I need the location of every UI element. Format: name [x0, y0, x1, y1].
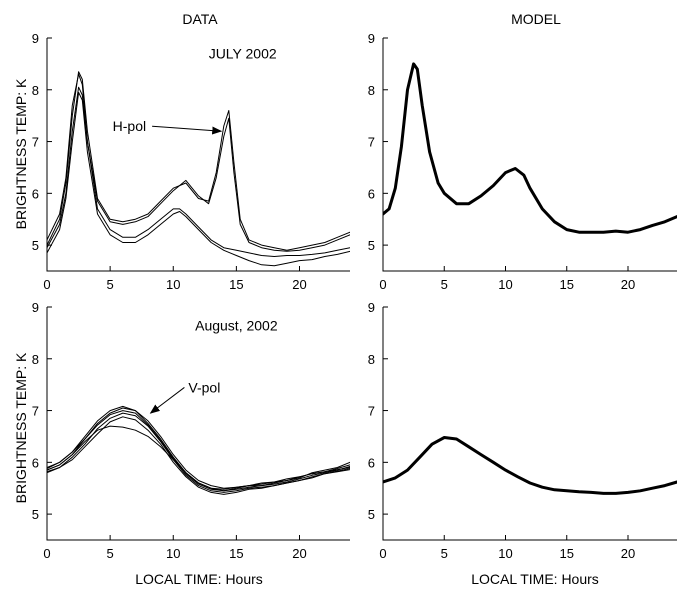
x-tick-label: 5 [441, 277, 448, 292]
series-line-2 [47, 73, 350, 252]
xlabel-right: LOCAL TIME: Hours [471, 571, 599, 587]
y-tick-label: 9 [32, 31, 39, 46]
y-tick-label: 8 [32, 83, 39, 98]
series-line-1 [47, 407, 350, 489]
y-tick-label: 7 [368, 135, 375, 150]
x-tick-label: 0 [43, 277, 50, 292]
x-tick-label: 5 [107, 277, 114, 292]
y-tick-label: 7 [32, 135, 39, 150]
panel-data-august: 0 5 10 15 20 5 6 7 8 9 August, 2002 V-pol [32, 300, 350, 561]
y-tick-label: 9 [32, 300, 39, 315]
y-tick-label: 5 [32, 238, 39, 253]
y-tick-label: 7 [368, 404, 375, 419]
series-line-1 [47, 71, 350, 251]
series-line-1 [383, 436, 677, 495]
panel-model-bottom: 0 5 10 15 20 5 6 7 8 9 [368, 300, 677, 561]
annotation-label: August, 2002 [195, 317, 278, 333]
y-tick-label: 6 [368, 186, 375, 201]
axis-frame [46, 307, 350, 541]
series-line-4 [47, 91, 350, 267]
y-tick-label: 5 [368, 238, 375, 253]
series-line-4 [47, 425, 350, 490]
x-tick-label: 15 [560, 546, 574, 561]
x-tick-label: 20 [292, 546, 306, 561]
annotation-arrow [149, 387, 185, 414]
axis-frame [382, 38, 677, 272]
x-tick-label: 5 [441, 546, 448, 561]
axis-frame [46, 38, 350, 272]
annotation-label: H-pol [113, 118, 146, 134]
y-tick-label: 8 [368, 83, 375, 98]
axis-frame [382, 307, 677, 541]
y-tick-label: 9 [368, 300, 375, 315]
ylabel-bottom: BRIGHTNESS TEMP: K [13, 352, 29, 503]
annotation-label: V-pol [188, 379, 220, 395]
x-tick-label: 10 [498, 277, 512, 292]
x-tick-label: 10 [498, 546, 512, 561]
series-line-3 [47, 86, 350, 257]
annotation-label: JULY 2002 [209, 46, 277, 62]
x-tick-label: 10 [166, 277, 180, 292]
xlabel-left: LOCAL TIME: Hours [135, 571, 263, 587]
panel-data-july: 0 5 10 15 20 5 6 7 8 9 JULY 2002 H-pol [32, 31, 350, 292]
series-line-6 [47, 410, 350, 492]
y-tick-label: 6 [32, 455, 39, 470]
x-tick-label: 15 [229, 277, 243, 292]
series-line-5 [47, 416, 350, 495]
y-tick-label: 8 [32, 352, 39, 367]
annotation-arrow [152, 125, 223, 135]
x-tick-label: 5 [107, 546, 114, 561]
ylabel-top: BRIGHTNESS TEMP: K [13, 78, 29, 229]
series-line-1 [383, 62, 677, 234]
x-tick-label: 15 [560, 277, 574, 292]
x-tick-label: 0 [379, 546, 386, 561]
y-tick-label: 5 [32, 507, 39, 522]
series-line-2 [47, 405, 350, 492]
column-title-data: DATA [182, 11, 218, 27]
column-title-model: MODEL [511, 11, 561, 27]
y-tick-label: 9 [368, 31, 375, 46]
x-tick-label: 20 [621, 546, 635, 561]
x-tick-label: 15 [229, 546, 243, 561]
y-tick-label: 5 [368, 507, 375, 522]
y-tick-label: 6 [32, 186, 39, 201]
y-tick-label: 7 [32, 404, 39, 419]
x-tick-label: 0 [379, 277, 386, 292]
x-tick-label: 0 [43, 546, 50, 561]
y-tick-label: 6 [368, 455, 375, 470]
x-tick-label: 20 [292, 277, 306, 292]
x-tick-label: 10 [166, 546, 180, 561]
panel-model-top: 0 5 10 15 20 5 6 7 8 9 [368, 31, 677, 292]
y-tick-label: 8 [368, 352, 375, 367]
x-tick-label: 20 [621, 277, 635, 292]
